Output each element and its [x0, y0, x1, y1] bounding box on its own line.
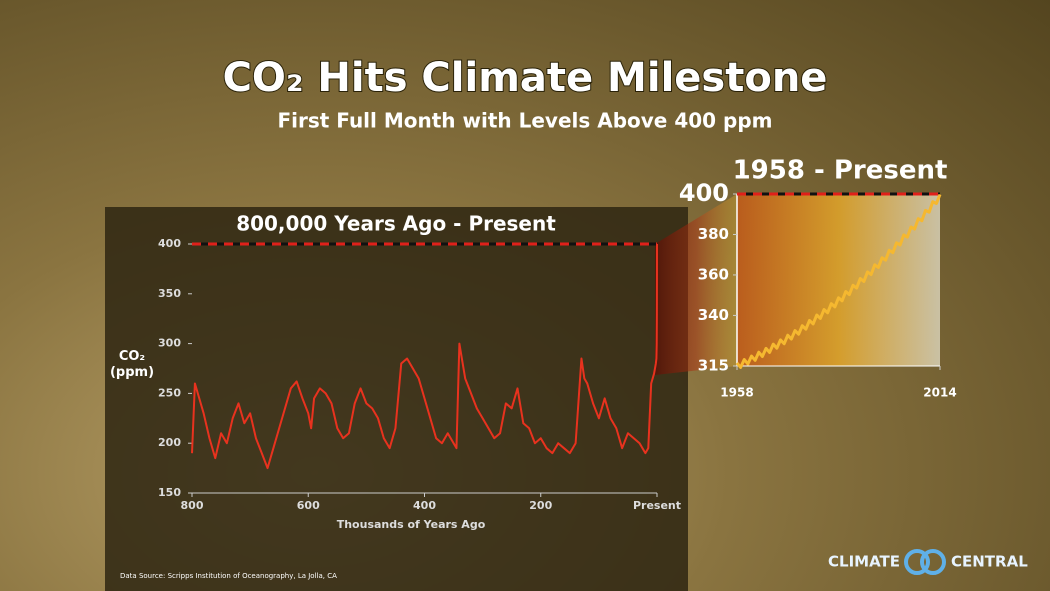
y-tick-label: 340: [698, 306, 729, 324]
logo-left: CLIMATE: [828, 553, 900, 571]
y-tick-label: 150: [158, 486, 181, 499]
chart-title: 1958 - Present: [733, 156, 948, 186]
x-tick-label: 1958: [720, 386, 753, 400]
x-axis-label: Thousands of Years Ago: [337, 518, 486, 531]
zoom-funnel: [655, 194, 737, 375]
x-tick-label: 400: [413, 499, 436, 512]
inset-panel: [737, 194, 940, 366]
y-tick-label: 400: [158, 237, 181, 250]
main-panel: [105, 207, 688, 591]
y-tick-label: 250: [158, 386, 181, 399]
y-axis-label: CO₂ (ppm): [109, 349, 155, 380]
y-tick-label: 350: [158, 287, 181, 300]
chart-title: 800,000 Years Ago - Present: [236, 212, 556, 236]
logo-ring: [920, 549, 946, 575]
source-note: Data Source: Scripps Institution of Ocea…: [120, 572, 337, 580]
logo-right: CENTRAL: [951, 553, 1028, 571]
y-tick-label: 315: [698, 357, 729, 375]
y-tick-label: 300: [158, 337, 181, 350]
x-tick-label: 600: [297, 499, 320, 512]
y-tick-label: 360: [698, 265, 729, 283]
x-tick-label: Present: [633, 499, 681, 512]
data-line: [191, 243, 658, 470]
subtitle: First Full Month with Levels Above 400 p…: [277, 109, 772, 133]
main-title: CO₂ Hits Climate Milestone: [223, 55, 828, 101]
x-tick-label: 200: [529, 499, 552, 512]
y-tick-label: 380: [698, 225, 729, 243]
x-tick-label: 800: [181, 499, 204, 512]
y-tick-label: 200: [158, 436, 181, 449]
x-tick-label: 2014: [923, 386, 956, 400]
y-tick-label: 400: [679, 179, 729, 207]
logo-ring: [904, 549, 930, 575]
data-line: [735, 193, 942, 369]
